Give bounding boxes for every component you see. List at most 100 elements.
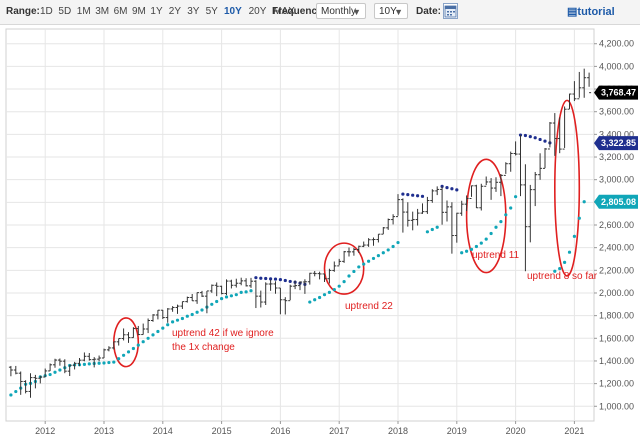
sar-point — [229, 294, 233, 298]
sar-point — [136, 343, 140, 347]
period-select[interactable]: 10Y ▼ — [374, 3, 408, 19]
ohlc-bar — [160, 309, 165, 320]
price-tag: 3,322.85 — [594, 136, 638, 151]
sar-point — [543, 139, 547, 143]
ohlc-bar — [489, 178, 494, 200]
range-option-3y[interactable]: 3Y — [187, 6, 200, 17]
ohlc-series — [8, 68, 592, 398]
y-tick-label: 2,600.00 — [599, 220, 634, 230]
sar-point — [450, 187, 454, 191]
sar-point — [122, 353, 126, 357]
ohlc-bar — [484, 176, 489, 187]
sar-point — [97, 361, 101, 365]
ohlc-bar — [567, 93, 572, 110]
sar-point — [195, 310, 199, 314]
sar-point — [239, 290, 243, 295]
ohlc-bar — [518, 135, 523, 197]
sar-point — [425, 230, 429, 234]
calendar-icon[interactable] — [443, 3, 458, 19]
sar-point — [322, 293, 327, 297]
y-tick-label: 4,200.00 — [599, 39, 634, 49]
range-option-5y[interactable]: 5Y — [205, 6, 218, 17]
ohlc-bar — [547, 122, 552, 150]
price-tag-label: 3,322.85 — [601, 138, 636, 148]
sar-point — [224, 295, 229, 299]
range-option-6m[interactable]: 6M — [113, 6, 128, 17]
ohlc-bar — [445, 200, 449, 222]
sar-point — [440, 184, 444, 188]
range-option-3m[interactable]: 3M — [95, 6, 110, 17]
ohlc-bar — [204, 290, 209, 314]
ohlc-bar — [219, 285, 224, 295]
sar-point — [474, 244, 478, 249]
sar-point — [509, 206, 513, 210]
ohlc-bar — [503, 162, 508, 176]
ohlc-bar — [77, 358, 82, 367]
ohlc-bar — [307, 272, 312, 285]
frequency-select[interactable]: Monthly ▼ — [316, 3, 366, 19]
ohlc-bar — [190, 293, 195, 302]
ohlc-bar — [165, 308, 170, 323]
range-option-20y[interactable]: 20Y — [248, 6, 267, 17]
sar-point — [479, 241, 483, 245]
sar-point — [254, 276, 258, 280]
frequency-value: Monthly — [321, 6, 357, 17]
sar-point — [82, 362, 86, 366]
ohlc-bar — [533, 171, 538, 207]
range-option-max[interactable]: MAX — [273, 6, 295, 17]
y-tick-label: 2,200.00 — [599, 265, 634, 275]
sar-point — [126, 350, 131, 354]
ohlc-bar — [298, 281, 302, 291]
range-option-5d[interactable]: 5D — [58, 6, 72, 17]
sar-point — [396, 240, 400, 245]
range-option-2y[interactable]: 2Y — [168, 6, 182, 17]
ohlc-bar — [155, 309, 160, 320]
sar-point — [499, 220, 503, 224]
ohlc-bar — [410, 211, 415, 231]
x-tick-label: 2015 — [212, 426, 232, 436]
range-option-1d[interactable]: 1D — [40, 6, 53, 17]
ohlc-bar — [146, 318, 151, 334]
x-tick-label: 2012 — [35, 426, 55, 436]
ohlc-bar — [435, 186, 440, 196]
ohlc-bar — [405, 202, 410, 227]
ohlc-bar — [440, 186, 445, 225]
price-tags: 3,768.47 3,322.85 2,805.08 — [594, 85, 638, 209]
sar-point — [141, 340, 145, 344]
ohlc-bar — [332, 261, 337, 272]
ohlc-bar — [273, 281, 278, 294]
sar-point — [489, 231, 493, 236]
ohlc-bar — [494, 177, 498, 192]
ohlc-bar — [361, 241, 366, 248]
y-tick-label: 2,000.00 — [599, 288, 634, 298]
price-tag-label: 3,768.47 — [601, 88, 636, 98]
sar-point — [14, 389, 18, 394]
sar-point — [494, 225, 498, 229]
range-option-1m[interactable]: 1M — [76, 6, 91, 17]
range-option-10y[interactable]: 10Y — [224, 6, 242, 17]
sar-point — [318, 295, 322, 300]
sar-series — [9, 133, 586, 397]
ohlc-bar — [523, 164, 528, 272]
sar-point — [460, 251, 464, 255]
ohlc-bar — [337, 258, 342, 267]
sar-point — [577, 216, 581, 220]
ohlc-bar — [48, 363, 53, 372]
ohlc-bar — [8, 365, 13, 377]
ohlc-bar — [474, 184, 479, 209]
sar-point — [112, 360, 116, 364]
sar-point — [58, 368, 62, 372]
sar-point — [538, 137, 542, 142]
ohlc-bar — [582, 68, 587, 98]
range-option-9m[interactable]: 9M — [132, 6, 146, 17]
y-tick-label: 3,400.00 — [599, 129, 634, 139]
ohlc-bar — [513, 141, 518, 156]
sar-point — [313, 298, 317, 302]
range-option-1y[interactable]: 1Y — [150, 6, 163, 17]
sar-point — [420, 194, 425, 198]
sar-point — [484, 237, 488, 241]
ohlc-bar — [121, 328, 126, 341]
ohlc-bar — [317, 271, 322, 280]
tutorial-link[interactable]: ▤tutorial — [567, 5, 615, 18]
x-tick-label: 2013 — [94, 426, 114, 436]
